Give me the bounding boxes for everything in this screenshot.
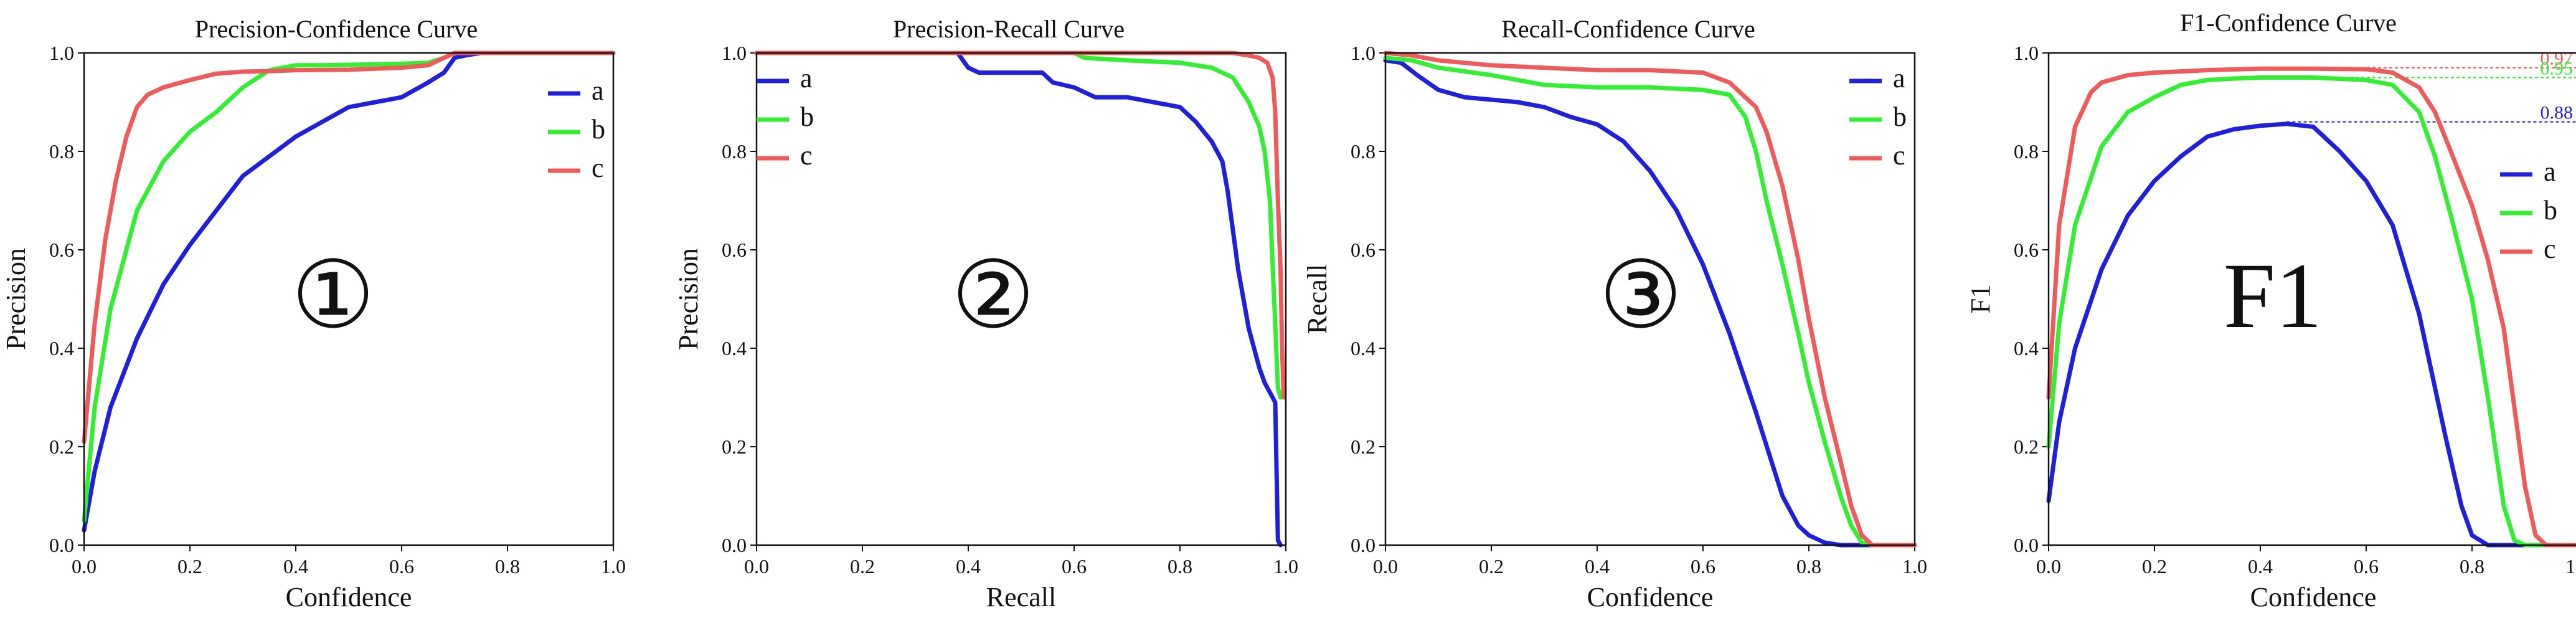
x-tick-label: 1.0 (1273, 555, 1298, 578)
x-tick-label: 0.8 (1796, 555, 1821, 578)
y-tick-label: 1.0 (722, 42, 747, 64)
y-tick-label: 0.2 (722, 435, 747, 458)
panel-marker: F1 (2224, 244, 2322, 348)
y-tick-label: 0.2 (1351, 435, 1375, 458)
plot-frame (2047, 52, 2576, 546)
y-tick-label: 0.2 (2014, 435, 2039, 458)
y-tick-label: 1.0 (49, 42, 74, 64)
y-tick-label: 0.6 (722, 239, 747, 261)
x-tick-label: 0.4 (1585, 555, 1610, 578)
plot-frame (1384, 52, 1916, 546)
x-axis-label: Confidence (1587, 582, 1714, 612)
y-axis-label: Recall (1302, 264, 1333, 334)
panel-marker: ③ (1599, 244, 1682, 348)
x-tick-label: 0.4 (2248, 555, 2273, 578)
series-line-a (2046, 121, 2576, 548)
y-tick-label: 0.4 (722, 337, 747, 359)
x-tick-label: 0.0 (2036, 555, 2061, 578)
legend-label-c: c (800, 140, 813, 171)
y-tick-label: 0.0 (1351, 534, 1375, 556)
max-annotation-label: 0.95 (2541, 59, 2574, 79)
x-axis-label: Confidence (2250, 582, 2377, 612)
y-axis-label: Precision (1, 248, 31, 350)
legend-label-c: c (2544, 234, 2556, 264)
series-line-a (82, 50, 616, 533)
chart-title: Recall-Confidence Curve (1501, 15, 1755, 43)
y-tick-label: 1.0 (1351, 42, 1375, 64)
x-tick-label: 0.8 (2460, 555, 2484, 578)
y-tick-label: 0.6 (49, 239, 74, 261)
x-tick-label: 1.0 (1902, 555, 1927, 578)
legend-label-c: c (592, 153, 604, 183)
y-tick-label: 0.8 (49, 140, 74, 163)
x-tick-label: 0.6 (1691, 555, 1715, 578)
legend-label-b: b (800, 102, 814, 132)
series-line-c (1383, 50, 1917, 548)
y-tick-label: 0.0 (2014, 534, 2039, 556)
legend-label-a: a (592, 75, 604, 106)
legend-label-a: a (800, 63, 813, 93)
x-tick-label: 0.4 (956, 555, 981, 578)
x-tick-label: 0.2 (2142, 555, 2167, 578)
series-line-a (754, 50, 1283, 548)
x-tick-label: 0.0 (72, 555, 97, 578)
y-tick-label: 0.0 (722, 534, 747, 556)
chart-f1-confidence: F1-Confidence Curve Confidence F1 F1 0.0… (1965, 9, 2576, 612)
chart-title: Precision-Recall Curve (893, 15, 1125, 43)
y-tick-label: 0.8 (1351, 140, 1375, 163)
y-tick-label: 1.0 (2014, 42, 2039, 64)
x-tick-label: 1.0 (601, 555, 626, 578)
chart-title: Precision-Confidence Curve (195, 15, 478, 43)
x-tick-label: 0.8 (1168, 555, 1192, 578)
y-tick-label: 0.0 (49, 534, 74, 556)
series-line-c (2046, 66, 2576, 548)
y-tick-label: 0.4 (1351, 337, 1375, 359)
panel-marker: ② (951, 244, 1035, 348)
chart-precision-confidence: Precision-Confidence Curve Confidence Pr… (1, 15, 626, 612)
x-tick-label: 0.4 (283, 555, 308, 578)
y-tick-label: 0.6 (2014, 239, 2039, 261)
y-tick-label: 0.8 (2014, 140, 2039, 163)
y-tick-label: 0.8 (722, 140, 747, 163)
x-tick-label: 0.6 (1062, 555, 1087, 578)
y-tick-label: 0.6 (1351, 239, 1375, 261)
x-tick-label: 0.6 (2354, 555, 2379, 578)
legend-label-b: b (1893, 102, 1907, 132)
series-line-c (754, 50, 1286, 400)
legend-label-b: b (592, 114, 605, 145)
x-tick-label: 1.0 (2565, 555, 2576, 578)
y-tick-label: 0.2 (49, 435, 74, 458)
x-tick-label: 0.8 (495, 555, 520, 578)
plot-frame (755, 52, 1287, 546)
x-tick-label: 0.0 (744, 555, 769, 578)
x-tick-label: 0.0 (1373, 555, 1398, 578)
x-axis-label: Recall (986, 582, 1056, 612)
chart-precision-recall: Precision-Recall Curve Recall Precision … (673, 15, 1298, 612)
panel-marker: ① (291, 244, 375, 348)
y-axis-label: Precision (673, 248, 704, 350)
y-axis-label: F1 (1965, 285, 1996, 313)
legend-label-a: a (1893, 63, 1905, 93)
series-line-b (2046, 75, 2576, 548)
y-tick-label: 0.4 (49, 337, 74, 359)
x-axis-label: Confidence (286, 582, 412, 612)
max-annotation-label: 0.97 (2541, 49, 2574, 69)
series-line-b (754, 50, 1283, 400)
series-line-b (1383, 55, 1917, 548)
x-tick-label: 0.6 (389, 555, 414, 578)
legend-label-c: c (1893, 140, 1905, 171)
y-tick-label: 0.4 (2014, 337, 2039, 359)
max-annotation-label: 0.88 (2541, 103, 2574, 123)
x-tick-label: 0.2 (1479, 555, 1504, 578)
x-tick-label: 0.2 (177, 555, 202, 578)
chart-recall-confidence: Recall-Confidence Curve Confidence Recal… (1302, 15, 1927, 612)
series-line-c (82, 50, 616, 444)
legend-label-a: a (2544, 156, 2556, 187)
series-line-a (1383, 58, 1917, 548)
plot-frame (83, 52, 615, 546)
x-tick-label: 0.2 (850, 555, 875, 578)
legend-label-b: b (2544, 195, 2557, 226)
chart-title: F1-Confidence Curve (2180, 9, 2397, 37)
